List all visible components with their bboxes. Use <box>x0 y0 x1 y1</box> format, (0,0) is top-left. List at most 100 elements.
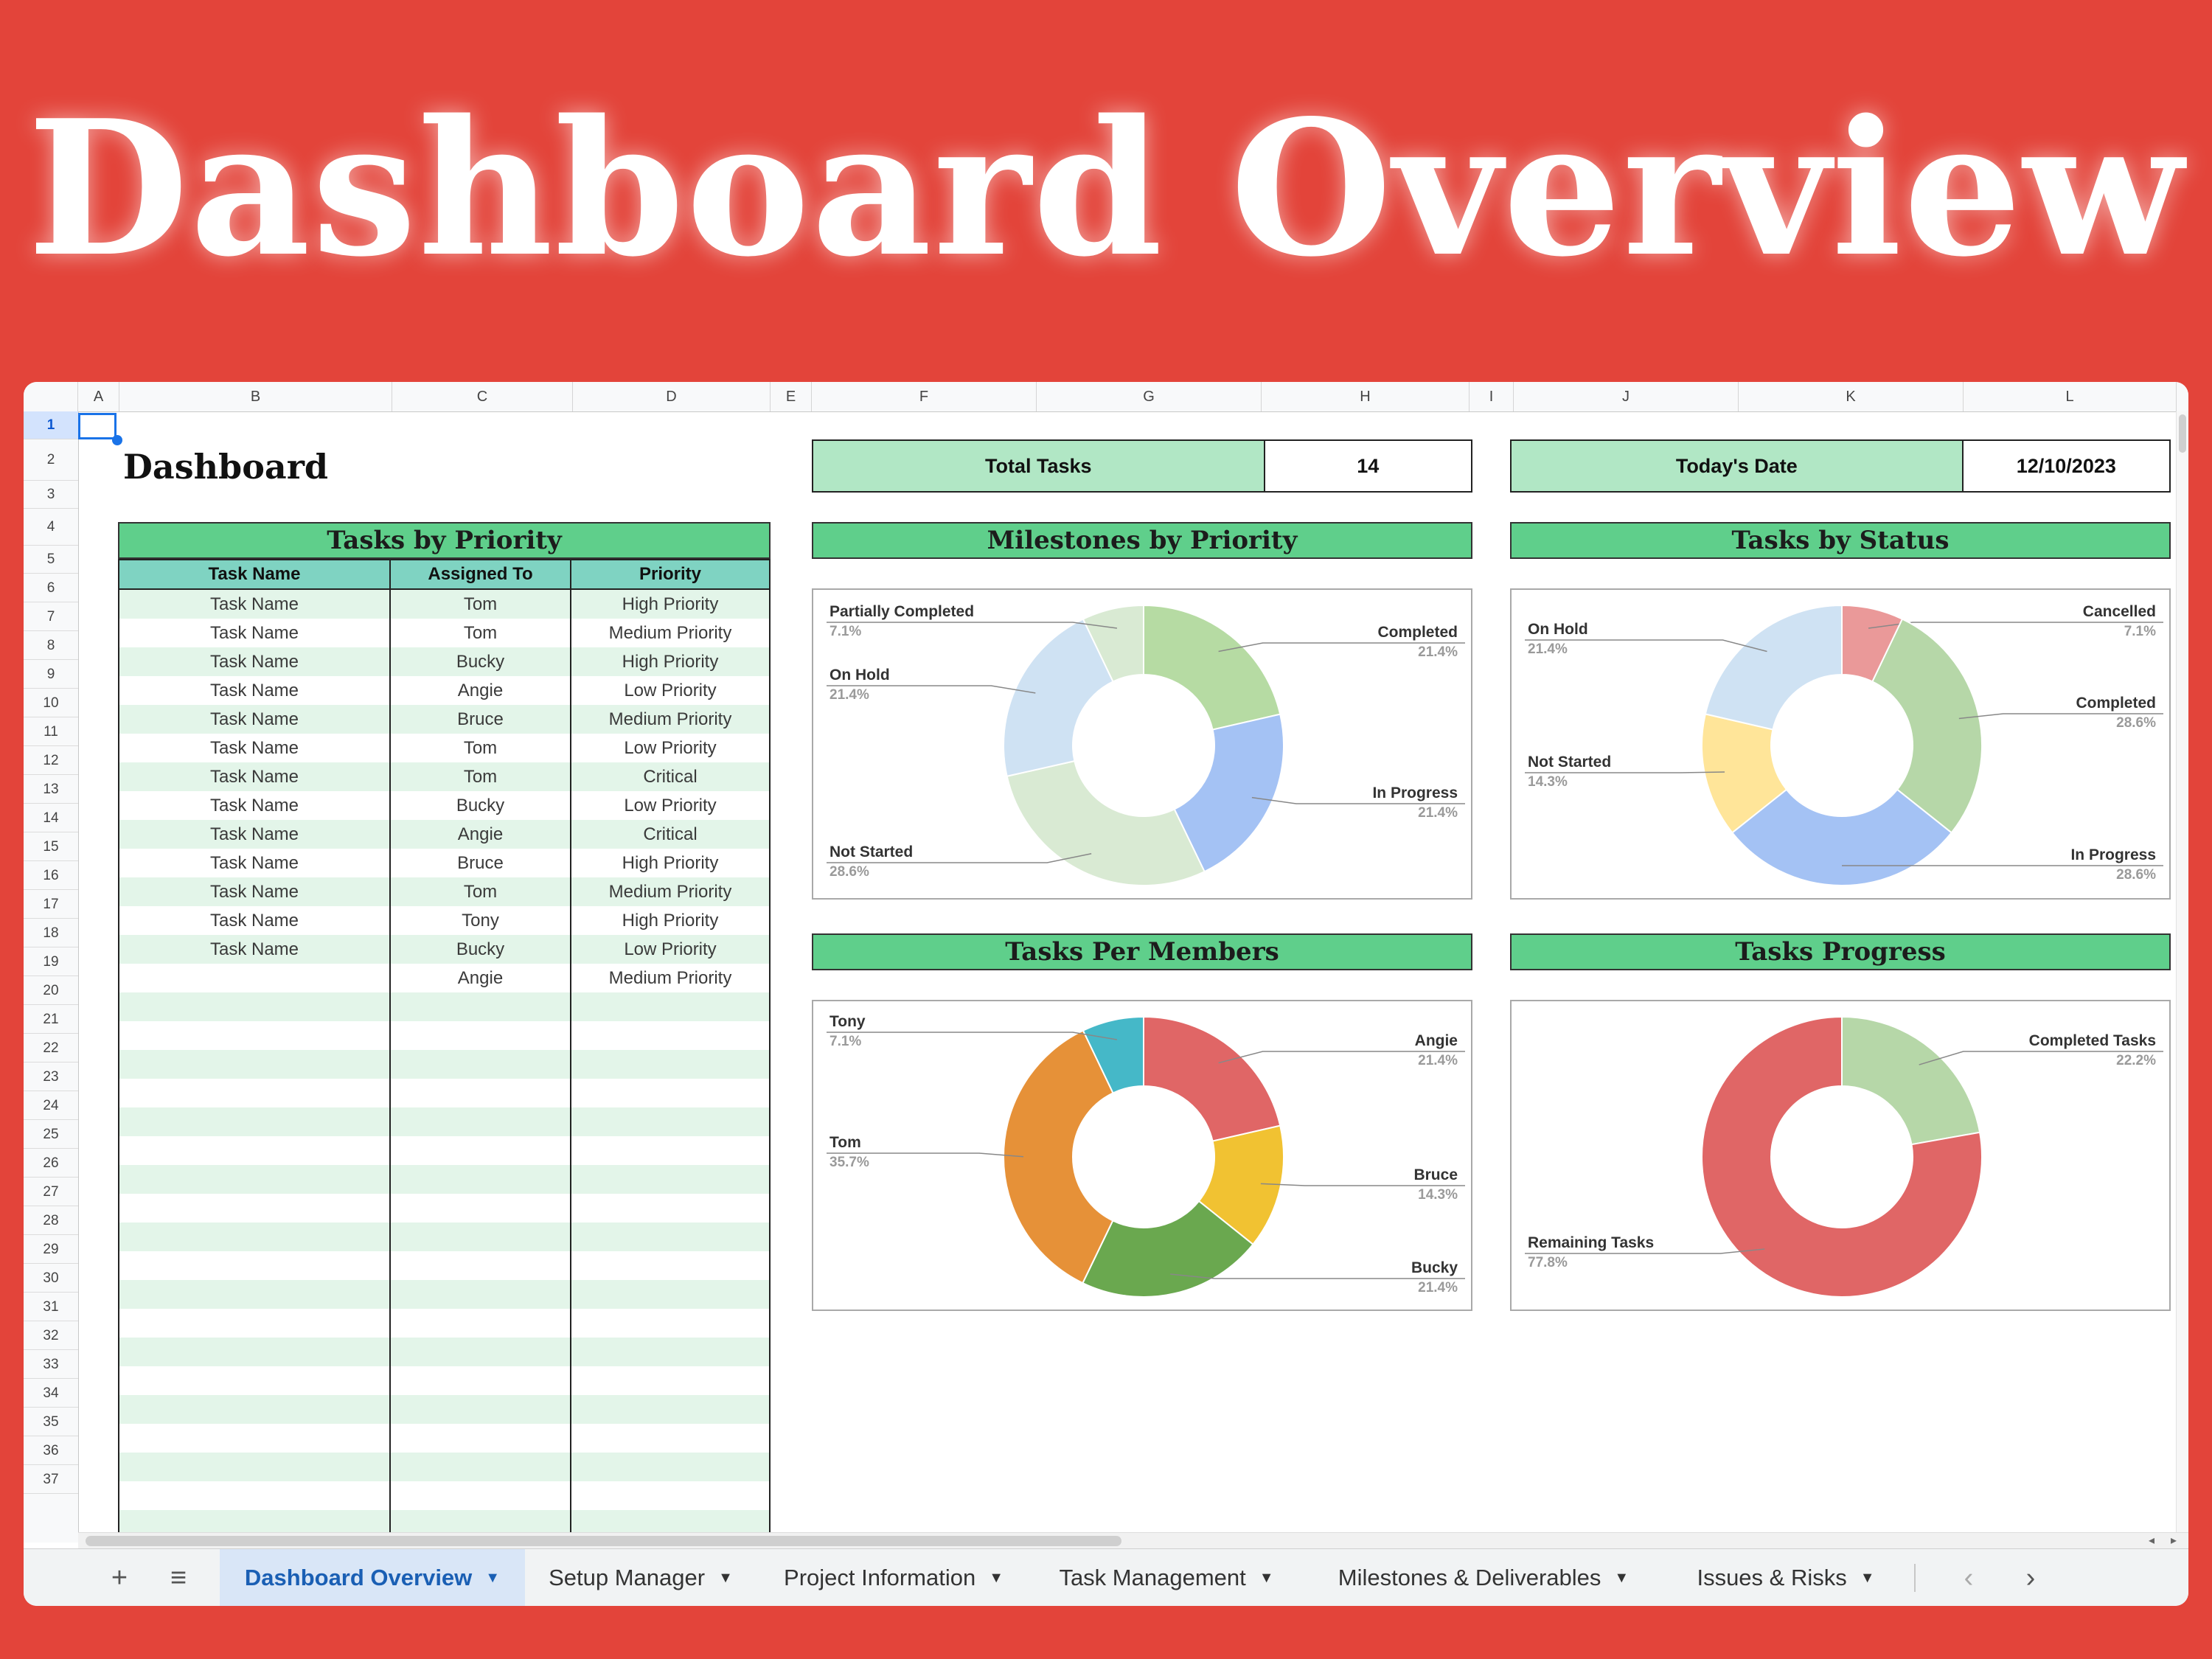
table-cell[interactable] <box>119 1309 391 1338</box>
table-cell[interactable]: Low Priority <box>624 680 717 700</box>
row-header[interactable]: 12 <box>24 746 78 775</box>
donut-slice[interactable] <box>1871 618 1983 834</box>
table-cell[interactable]: High Priority <box>622 594 719 614</box>
row-header[interactable]: 3 <box>24 481 78 509</box>
column-header[interactable]: E <box>771 382 812 411</box>
row-header[interactable]: 14 <box>24 804 78 832</box>
table-cell[interactable] <box>119 1395 391 1424</box>
column-header[interactable]: G <box>1037 382 1262 411</box>
tasks-by-status-chart[interactable]: Cancelled 7.1% Completed 28.6% In Progress 28… <box>1510 588 2171 900</box>
row-header[interactable]: 33 <box>24 1350 78 1379</box>
column-header[interactable]: J <box>1514 382 1739 411</box>
horizontal-scrollbar[interactable]: ◂ ▸ <box>78 1532 2188 1549</box>
tab-issues-risks[interactable]: Issues & Risks ▼ <box>1675 1549 1896 1606</box>
fill-handle[interactable] <box>112 435 122 445</box>
table-cell[interactable]: Task Name <box>119 647 391 676</box>
table-cell[interactable] <box>119 1021 391 1050</box>
donut-slice[interactable] <box>1082 1015 1144 1094</box>
table-cell[interactable] <box>119 1107 391 1136</box>
column-header[interactable]: C <box>392 382 573 411</box>
table-cell[interactable] <box>391 1510 571 1539</box>
donut-slice[interactable] <box>1701 1015 1983 1298</box>
table-cell[interactable]: Task Name <box>119 935 391 964</box>
table-cell[interactable] <box>391 1366 571 1395</box>
row-header[interactable]: 25 <box>24 1120 78 1149</box>
table-cell[interactable] <box>571 1107 769 1136</box>
donut-slice[interactable] <box>1003 1029 1114 1284</box>
table-cell[interactable] <box>571 1395 769 1424</box>
caret-down-icon[interactable]: ▼ <box>1860 1569 1875 1586</box>
donut-slice[interactable] <box>1841 1015 1981 1146</box>
tab-project-information[interactable]: Project Information ▼ <box>761 1549 1026 1606</box>
row-header[interactable]: 4 <box>24 509 78 546</box>
column-header[interactable]: L <box>1964 382 2177 411</box>
table-cell[interactable]: Task Name <box>119 877 391 906</box>
table-cell[interactable] <box>391 1280 571 1309</box>
row-header[interactable]: 2 <box>24 439 78 481</box>
column-header[interactable]: F <box>812 382 1037 411</box>
table-cell[interactable]: Bucky <box>391 791 571 820</box>
milestones-by-priority-chart[interactable]: Completed 21.4% In Progress 21.4% Not Starte… <box>812 588 1472 900</box>
table-cell[interactable] <box>391 1107 571 1136</box>
caret-down-icon[interactable]: ▼ <box>1614 1569 1630 1586</box>
column-header[interactable]: K <box>1739 382 1964 411</box>
row-header[interactable]: 6 <box>24 574 78 602</box>
row-header[interactable]: 8 <box>24 631 78 660</box>
table-cell[interactable]: Tom <box>391 734 571 762</box>
table-cell[interactable] <box>391 1050 571 1079</box>
table-cell[interactable] <box>391 1309 571 1338</box>
table-cell[interactable]: Bucky <box>391 935 571 964</box>
table-cell[interactable] <box>391 1079 571 1107</box>
table-cell[interactable]: High Priority <box>622 910 719 931</box>
row-header[interactable]: 21 <box>24 1005 78 1034</box>
row-header[interactable]: 31 <box>24 1293 78 1321</box>
table-cell[interactable]: Tom <box>391 590 571 619</box>
table-cell[interactable] <box>391 1136 571 1165</box>
table-cell[interactable]: Task Name <box>119 849 391 877</box>
row-header[interactable]: 15 <box>24 832 78 861</box>
table-cell[interactable] <box>571 1481 769 1510</box>
table-cell[interactable]: Tom <box>391 762 571 791</box>
table-cell[interactable] <box>571 1136 769 1165</box>
table-cell[interactable] <box>571 1222 769 1251</box>
table-cell[interactable] <box>391 1021 571 1050</box>
row-header[interactable]: 32 <box>24 1321 78 1350</box>
column-header[interactable]: A <box>78 382 119 411</box>
table-cell[interactable] <box>571 1021 769 1050</box>
table-cell[interactable]: Medium Priority <box>608 709 732 729</box>
table-cell[interactable] <box>391 1222 571 1251</box>
tab-task-management[interactable]: Task Management ▼ <box>1041 1549 1292 1606</box>
table-cell[interactable] <box>119 1510 391 1539</box>
donut-slice[interactable] <box>1704 604 1843 731</box>
table-cell[interactable]: Task Name <box>119 676 391 705</box>
column-header[interactable]: H <box>1262 382 1470 411</box>
table-cell[interactable] <box>391 1251 571 1280</box>
table-cell[interactable]: Task Name <box>119 590 391 619</box>
tasks-per-members-chart[interactable]: Angie 21.4% Bruce 14.3% Bucky 21.4% Tom 35.7% To… <box>812 1000 1472 1311</box>
row-header[interactable]: 18 <box>24 919 78 947</box>
table-cell[interactable]: Bruce <box>391 849 571 877</box>
row-header[interactable]: 11 <box>24 717 78 746</box>
table-cell[interactable] <box>119 992 391 1021</box>
table-cell[interactable]: Angie <box>391 820 571 849</box>
table-cell[interactable] <box>571 1079 769 1107</box>
row-header[interactable]: 28 <box>24 1206 78 1235</box>
column-header[interactable]: B <box>119 382 392 411</box>
table-cell[interactable] <box>391 1194 571 1222</box>
row-header[interactable]: 24 <box>24 1091 78 1120</box>
table-cell[interactable] <box>571 1194 769 1222</box>
table-cell[interactable] <box>571 1280 769 1309</box>
select-all-corner[interactable] <box>24 382 78 411</box>
table-cell[interactable] <box>119 964 391 992</box>
table-cell[interactable]: Task Name <box>119 791 391 820</box>
row-header[interactable]: 9 <box>24 660 78 689</box>
tasks-progress-chart[interactable]: Completed Tasks 22.2% Remaining Tasks 77.8% <box>1510 1000 2171 1311</box>
row-header[interactable]: 30 <box>24 1264 78 1293</box>
table-cell[interactable] <box>119 1222 391 1251</box>
table-cell[interactable]: Medium Priority <box>608 881 732 902</box>
table-cell[interactable]: Angie <box>391 676 571 705</box>
all-sheets-menu-icon[interactable]: ≡ <box>170 1562 187 1593</box>
donut-slice[interactable] <box>1173 713 1284 873</box>
caret-down-icon[interactable]: ▼ <box>718 1569 733 1586</box>
row-header[interactable]: 7 <box>24 602 78 631</box>
